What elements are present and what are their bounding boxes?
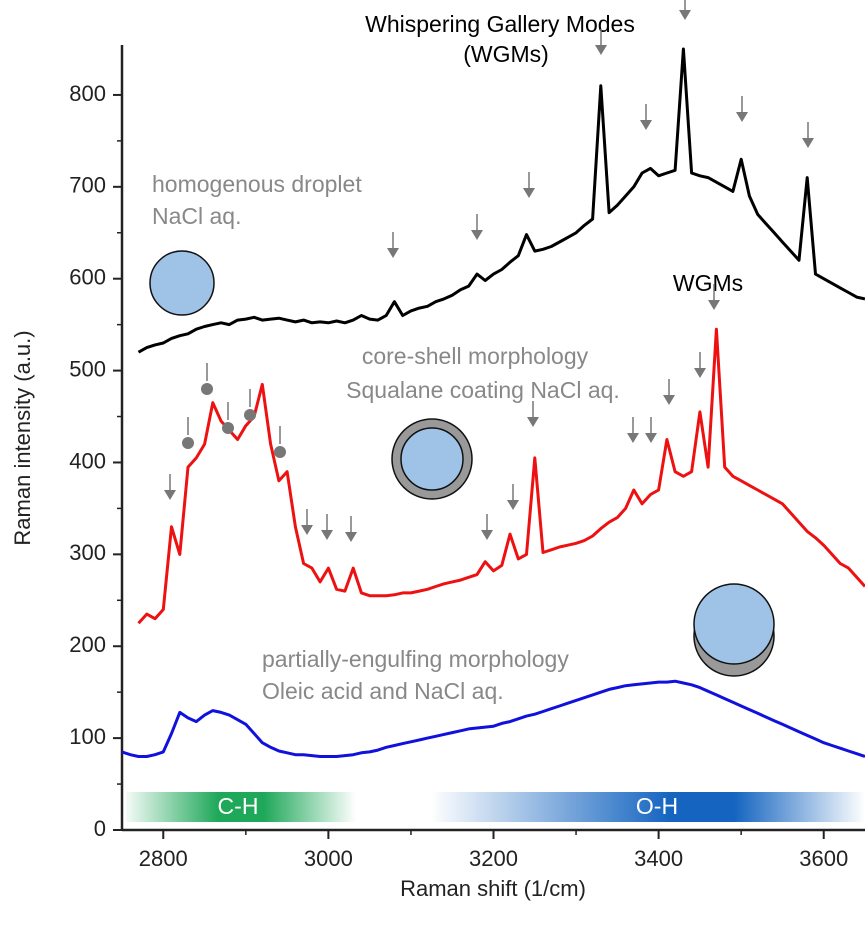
peak-arrow-head [321, 530, 333, 540]
droplet-icon [400, 427, 464, 491]
peak-arrow-head [507, 500, 519, 510]
peak-arrow-head [301, 525, 313, 535]
annotation: Squalane coating NaCl aq. [346, 377, 620, 403]
y-tick-label: 600 [69, 265, 106, 290]
peak-arrow-head [345, 532, 357, 542]
peak-arrow-head [736, 112, 748, 122]
peak-arrow-head [708, 300, 720, 310]
peak-arrow-head [164, 490, 176, 500]
peak-arrow-head [645, 433, 657, 443]
x-axis-label: Raman shift (1/cm) [400, 876, 586, 901]
peak-arrow-head [471, 230, 483, 240]
y-axis-label: Raman intensity (a.u.) [10, 330, 35, 545]
annotation: Oleic acid and NaCl aq. [262, 678, 504, 704]
y-tick-label: 500 [69, 356, 106, 381]
peak-arrow-head [640, 120, 652, 130]
y-tick-label: 0 [94, 816, 106, 841]
droplet-icon [693, 583, 775, 665]
y-tick-label: 300 [69, 540, 106, 565]
annotation: WGMs [673, 270, 743, 296]
spectrum-line [137, 327, 865, 625]
peak-arrow-head [694, 368, 706, 378]
peak-arrow-head [663, 395, 675, 405]
annotation: NaCl aq. [152, 203, 241, 229]
ch-band [126, 792, 356, 822]
peak-arrow-head [527, 417, 539, 427]
x-tick-label: 3000 [304, 846, 353, 871]
band-label: C-H [218, 793, 259, 819]
peak-arrow-head [627, 433, 639, 443]
peak-arrow-head [387, 248, 399, 258]
peak-arrow-head [523, 188, 535, 198]
spectrum-line [137, 47, 865, 354]
x-tick-label: 3400 [634, 846, 683, 871]
annotation: Whispering Gallery Modes [365, 11, 635, 37]
y-tick-label: 700 [69, 173, 106, 198]
peak-arrow-head [802, 138, 814, 148]
peak-dot [201, 383, 213, 395]
peak-arrow-head [481, 530, 493, 540]
x-tick-label: 3200 [469, 846, 518, 871]
annotation: core-shell morphology [362, 343, 589, 369]
peak-dot [274, 446, 286, 458]
y-tick-label: 400 [69, 448, 106, 473]
x-tick-label: 3600 [799, 846, 848, 871]
peak-dot [222, 422, 234, 434]
oh-band [430, 792, 865, 822]
peak-dot [244, 409, 256, 421]
peak-dot [182, 437, 194, 449]
spectrum-line [121, 679, 865, 758]
y-tick-label: 100 [69, 724, 106, 749]
y-tick-label: 200 [69, 632, 106, 657]
peak-arrow-head [595, 45, 607, 55]
annotation: partially-engulfing morphology [262, 646, 569, 672]
peak-arrow-head [679, 10, 691, 20]
x-tick-label: 2800 [139, 846, 188, 871]
annotation: (WGMs) [463, 41, 549, 67]
droplet-icon [149, 250, 215, 316]
annotation: homogenous droplet [152, 171, 362, 197]
band-label: O-H [636, 793, 678, 819]
y-tick-label: 800 [69, 81, 106, 106]
